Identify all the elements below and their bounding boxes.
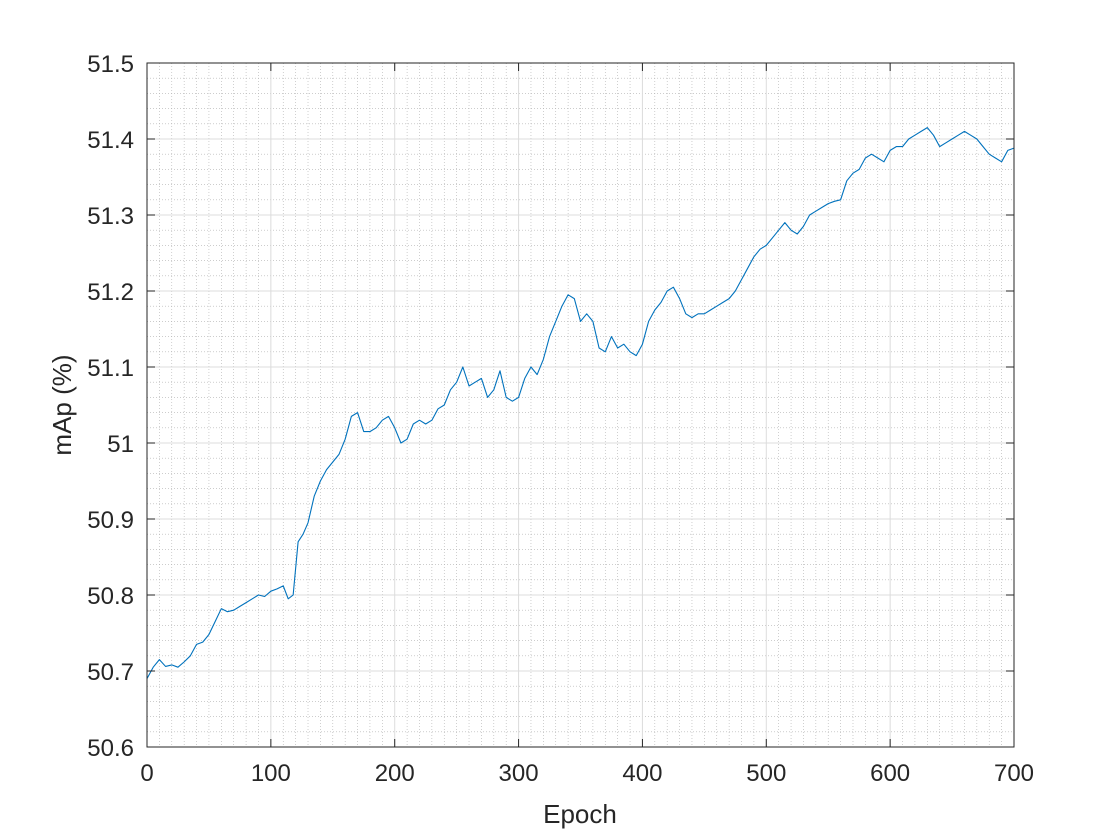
y-axis-ticks: 50.6 50.7 50.8 50.9 51 51.1 51.2 51.3 51.4 51.5	[87, 51, 1014, 762]
series-line	[146, 127, 1015, 679]
x-tick-label: 600	[870, 760, 910, 787]
x-axis-label: Epoch	[543, 799, 617, 829]
y-tick-label: 51.3	[87, 203, 134, 230]
y-tick-label: 51.4	[87, 127, 134, 154]
y-tick-label: 50.8	[87, 583, 134, 610]
y-axis-label: mAp (%)	[47, 354, 77, 455]
x-tick-label: 0	[140, 760, 153, 787]
x-tick-label: 100	[251, 760, 291, 787]
x-tick-label: 500	[746, 760, 786, 787]
plot-frame	[146, 62, 1015, 748]
y-tick-label: 51.1	[87, 355, 134, 382]
y-tick-label: 50.9	[87, 507, 134, 534]
y-tick-label: 51	[107, 431, 134, 458]
y-tick-label: 50.6	[87, 735, 134, 762]
x-axis-ticks: 0 100 200 300 400 500 600 700	[140, 63, 1034, 787]
x-tick-label: 300	[499, 760, 539, 787]
y-tick-label: 51.2	[87, 279, 134, 306]
minor-grid	[147, 63, 1014, 747]
x-tick-label: 700	[994, 760, 1034, 787]
y-tick-label: 50.7	[87, 659, 134, 686]
x-tick-label: 400	[622, 760, 662, 787]
x-tick-label: 200	[375, 760, 415, 787]
y-tick-label: 51.5	[87, 51, 134, 78]
